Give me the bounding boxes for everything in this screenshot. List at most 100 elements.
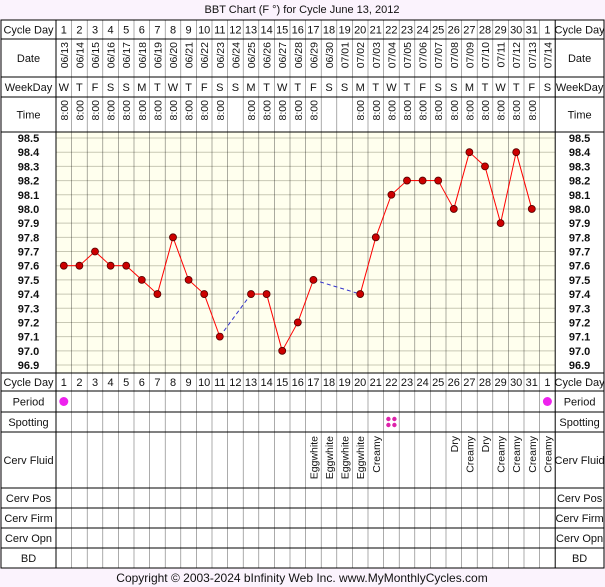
temperature-point bbox=[278, 346, 287, 355]
y-tick-label-right: 98.5 bbox=[569, 133, 590, 145]
time-label: 8:00 bbox=[496, 100, 508, 121]
date-label: 07/03 bbox=[371, 42, 383, 68]
weekday-label: F bbox=[92, 82, 99, 94]
date-label: 06/29 bbox=[308, 42, 320, 68]
temperature-point bbox=[418, 176, 427, 185]
series-segment bbox=[203, 293, 221, 337]
temperature-point bbox=[184, 275, 193, 284]
temperature-point bbox=[403, 176, 411, 185]
y-tick-label-right: 98.3 bbox=[569, 161, 590, 173]
date-label: 06/21 bbox=[184, 42, 196, 68]
cerv-fluid-label: Creamy bbox=[464, 435, 476, 473]
series-segment bbox=[266, 293, 283, 351]
time-label: 8:00 bbox=[215, 100, 227, 121]
time-label: 8:00 bbox=[277, 100, 289, 121]
y-tick-label-right: 98.1 bbox=[569, 190, 590, 202]
row-label-date-right: Date bbox=[568, 53, 591, 65]
weekday-label: T bbox=[404, 82, 411, 94]
cycle-day-label: 31 bbox=[526, 25, 538, 37]
time-label: 8:00 bbox=[59, 100, 71, 121]
weekday-label: W bbox=[495, 82, 506, 94]
date-label: 07/14 bbox=[542, 42, 554, 68]
period-dot bbox=[542, 397, 552, 406]
weekday-label: T bbox=[482, 82, 489, 94]
cycle-day-label-bottom: 16 bbox=[292, 377, 304, 389]
cycle-day-label: 4 bbox=[108, 25, 114, 37]
cycle-day-label-bottom: 30 bbox=[510, 377, 522, 389]
date-label: 07/10 bbox=[480, 42, 492, 68]
y-tick-label-right: 97.7 bbox=[569, 247, 590, 259]
cycle-day-label: 6 bbox=[139, 25, 145, 37]
weekday-label: W bbox=[59, 82, 70, 94]
weekday-label: S bbox=[216, 82, 223, 94]
cycle-day-label-bottom: 27 bbox=[463, 377, 475, 389]
cycle-day-label: 20 bbox=[354, 25, 366, 37]
cycle-day-label-bottom: 9 bbox=[186, 377, 192, 389]
time-label: 8:00 bbox=[386, 100, 398, 121]
temperature-point bbox=[293, 318, 302, 327]
date-label: 06/24 bbox=[230, 42, 242, 68]
weekday-label: S bbox=[107, 82, 114, 94]
y-tick-label: 97.4 bbox=[18, 289, 40, 301]
time-label: 8:00 bbox=[152, 100, 164, 121]
y-tick-label: 98.4 bbox=[18, 147, 40, 159]
date-label: 06/28 bbox=[293, 42, 305, 68]
y-tick-label-right: 98.2 bbox=[569, 176, 590, 188]
weekday-label: F bbox=[201, 82, 208, 94]
cycle-day-label: 25 bbox=[432, 25, 444, 37]
cycle-day-label: 22 bbox=[385, 25, 397, 37]
weekday-label: W bbox=[386, 82, 397, 94]
time-label: 8:00 bbox=[199, 100, 211, 121]
cycle-day-label-bottom: 21 bbox=[370, 377, 382, 389]
cycle-day-label-bottom: 2 bbox=[76, 377, 82, 389]
y-tick-label-right: 97.9 bbox=[569, 218, 590, 230]
weekday-label: W bbox=[277, 82, 288, 94]
row-label-cycle_day-right: Cycle Day bbox=[555, 377, 605, 389]
cycle-day-label-bottom: 13 bbox=[245, 377, 257, 389]
period-dot bbox=[59, 397, 69, 406]
cerv-fluid-label: Dry bbox=[480, 435, 492, 452]
y-tick-label: 97.3 bbox=[18, 303, 39, 315]
time-label: 8:00 bbox=[106, 100, 118, 121]
weekday-label: T bbox=[263, 82, 270, 94]
date-label: 07/11 bbox=[496, 42, 508, 68]
temperature-point bbox=[91, 247, 99, 256]
cycle-day-label-bottom: 18 bbox=[323, 377, 335, 389]
y-tick-label-right: 97.5 bbox=[569, 275, 590, 287]
temperature-point bbox=[75, 261, 84, 270]
y-tick-label-right: 98.0 bbox=[569, 204, 590, 216]
cycle-day-label: 5 bbox=[123, 25, 129, 37]
cycle-day-label-bottom: 14 bbox=[260, 377, 272, 389]
y-tick-label: 97.0 bbox=[18, 346, 39, 358]
y-tick-label: 97.5 bbox=[18, 275, 39, 287]
cerv-fluid-label: Eggwhite bbox=[308, 436, 320, 479]
cycle-day-label-bottom: 7 bbox=[154, 377, 160, 389]
cerv-fluid-label: Eggwhite bbox=[340, 436, 352, 479]
cycle-day-label-bottom: 19 bbox=[338, 377, 350, 389]
weekday-label: T bbox=[76, 82, 83, 94]
series-segment bbox=[453, 152, 470, 210]
weekday-label: S bbox=[450, 82, 457, 94]
cycle-day-label-bottom: 15 bbox=[276, 377, 288, 389]
y-tick-label-right: 97.1 bbox=[569, 332, 590, 344]
time-label: 8:00 bbox=[293, 100, 305, 121]
cycle-day-label-bottom: 5 bbox=[123, 377, 129, 389]
temperature-point bbox=[527, 205, 536, 213]
temperature-point bbox=[387, 190, 396, 199]
row-label-date: Date bbox=[17, 53, 40, 65]
row-label-cerv_fluid-right: Cerv Fluid bbox=[555, 455, 605, 467]
cycle-day-label: 7 bbox=[154, 25, 160, 37]
spotting-dot bbox=[386, 416, 391, 422]
weekday-label: F bbox=[310, 82, 317, 94]
series-segment bbox=[484, 166, 502, 224]
series-gap-segment bbox=[313, 279, 361, 295]
time-label: 8:00 bbox=[371, 100, 383, 121]
date-label: 07/09 bbox=[464, 42, 476, 68]
temperature-point bbox=[106, 261, 115, 270]
time-label: 8:00 bbox=[402, 100, 414, 121]
header-cells: 1106/13W8:002206/14T8:003306/15F8:004406… bbox=[59, 25, 555, 390]
row-label-weekday: WeekDay bbox=[5, 82, 53, 94]
cycle-day-label: 21 bbox=[370, 25, 382, 37]
temperature-point bbox=[496, 219, 505, 228]
time-label: 8:00 bbox=[527, 100, 539, 121]
